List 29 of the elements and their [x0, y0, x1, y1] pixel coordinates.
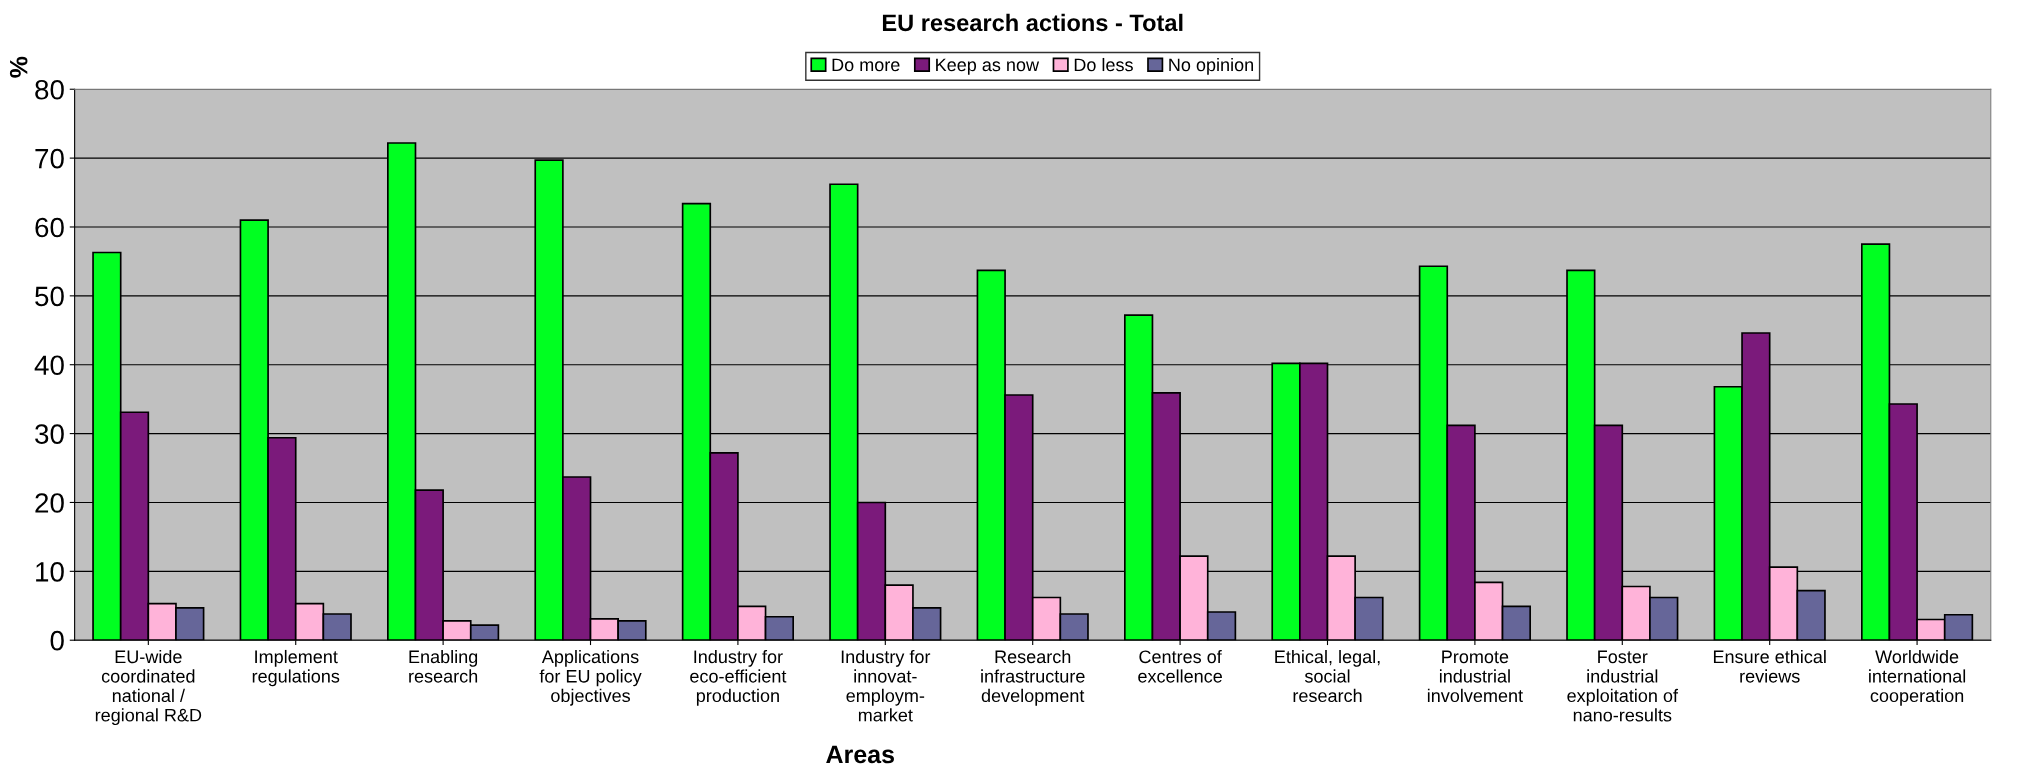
y-tick-label: 50	[35, 286, 64, 307]
x-tick-label: Centres of excellence	[1138, 649, 1222, 683]
y-tick-label: 80	[35, 79, 64, 100]
legend-label: Do more	[832, 58, 900, 72]
x-tick-label: EU-wide coordinated national / regional R&D	[95, 649, 202, 726]
x-tick-label: Enabling research	[409, 649, 478, 683]
legend-label: Keep as now	[936, 58, 1040, 75]
y-tick-label: 10	[36, 562, 64, 582]
y-tick-label: 70	[35, 148, 64, 169]
y-tick-label: 30	[35, 424, 64, 444]
x-tick-label: Ensure ethical reviews	[1713, 649, 1826, 683]
x-tick-label: Ethical, legal, social research	[1275, 649, 1380, 703]
y-tick-label: 60	[35, 217, 64, 238]
chart-title: EU research actions - Total	[882, 13, 1183, 32]
x-tick-label: Implement regulations	[252, 649, 340, 687]
x-tick-label: Industry for eco-efficient production	[690, 649, 787, 706]
x-tick-label: Applications for EU policy objectives	[539, 649, 642, 706]
y-tick-label: 0	[50, 630, 64, 651]
y-tick-label: 20	[35, 493, 64, 513]
x-tick-label: Industry for innovat- employm- market	[841, 649, 931, 722]
x-axis-title: Areas	[826, 745, 894, 764]
y-tick-label: 40	[34, 355, 64, 376]
x-tick-label: Promote industrial involvement	[1427, 650, 1523, 703]
y-axis-title: %	[9, 56, 28, 78]
legend-label: Do less	[1074, 57, 1133, 72]
legend-label: No opinion	[1169, 57, 1253, 75]
x-tick-label: Foster industrial exploitation of nano-results	[1567, 650, 1679, 722]
x-tick-label: Research infrastructure development	[981, 649, 1085, 706]
x-tick-label: Worldwide international cooperation	[1869, 649, 1966, 706]
